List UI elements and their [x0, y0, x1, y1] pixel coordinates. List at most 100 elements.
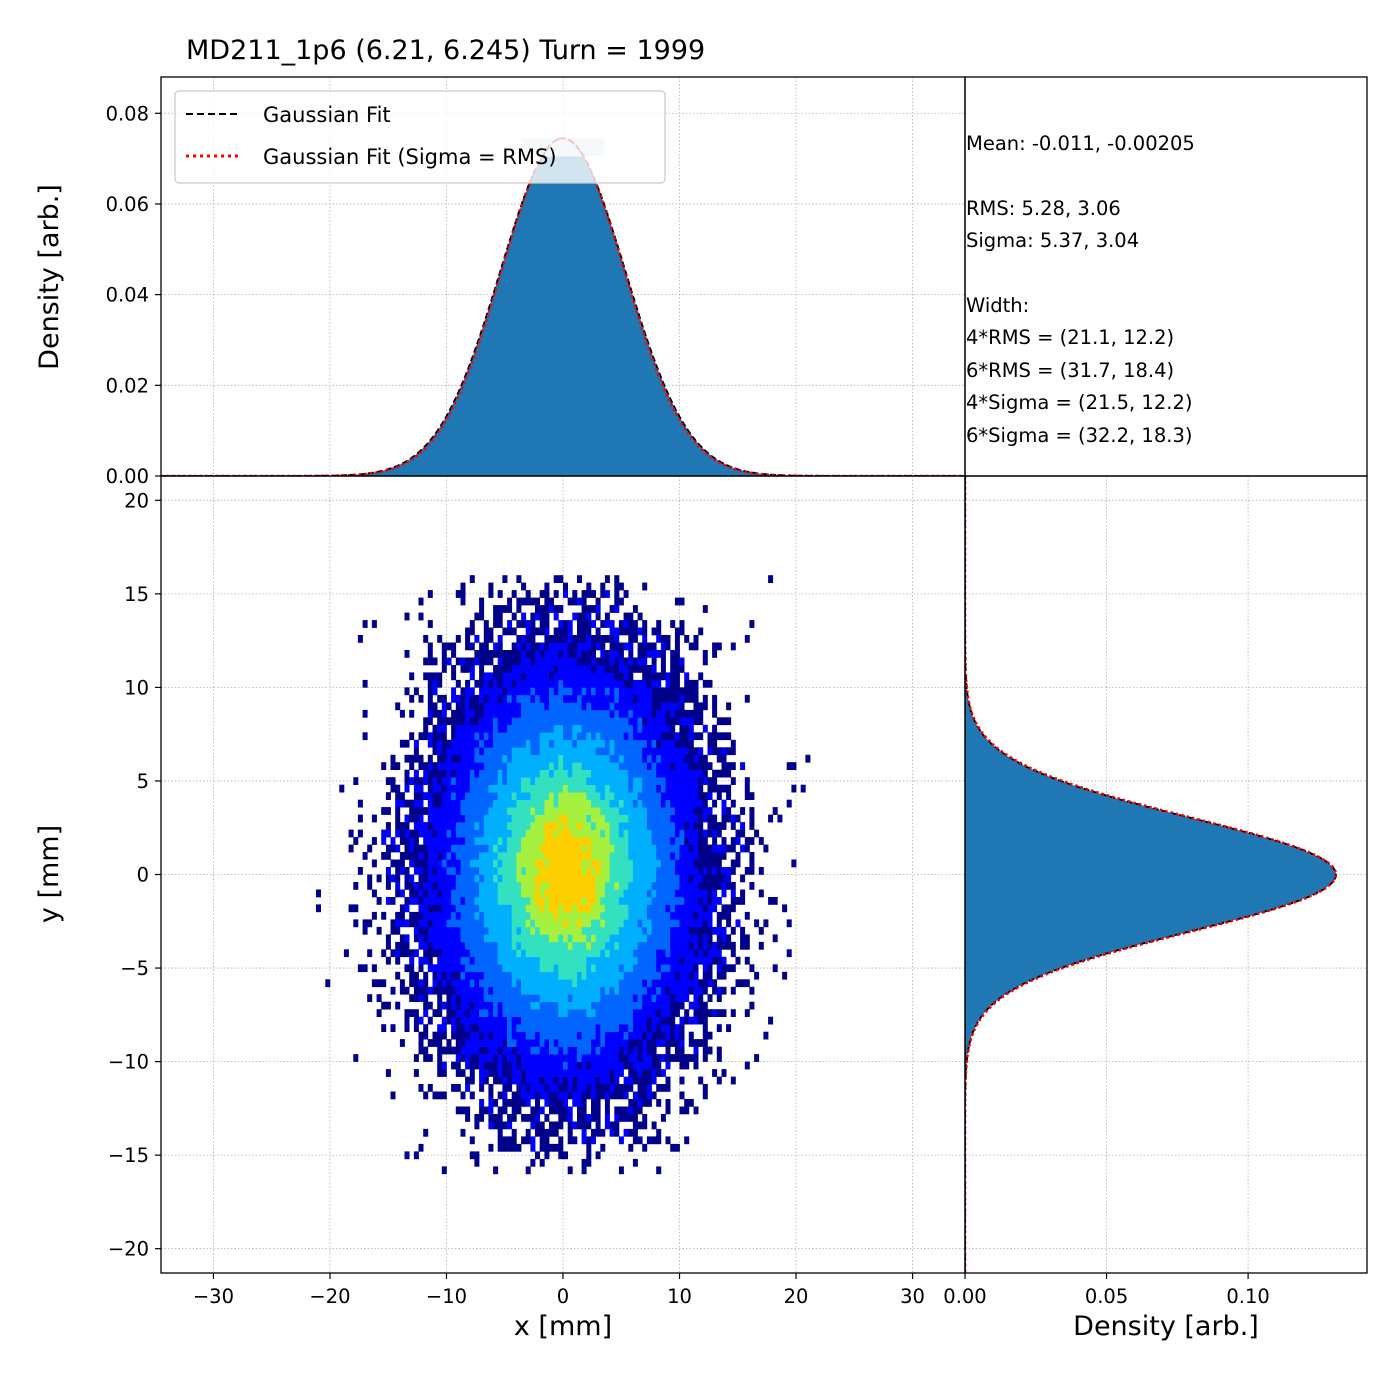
heatmap-cell — [530, 687, 536, 696]
heatmap-cell — [628, 665, 634, 673]
heatmap-cell — [651, 799, 657, 808]
heatmap-cell — [632, 867, 638, 875]
heatmap-cell — [451, 672, 457, 681]
heatmap-cell — [693, 852, 699, 860]
heatmap-cell — [581, 1039, 587, 1047]
heatmap-cell — [674, 642, 680, 651]
heatmap-cell — [507, 1069, 513, 1077]
heatmap-cell — [660, 934, 666, 943]
heatmap-cell — [427, 904, 433, 913]
heatmap-cell — [497, 665, 503, 673]
y-fit-curve — [965, 476, 1337, 1273]
heatmap-cell — [595, 1091, 601, 1100]
heatmap-cell — [465, 754, 471, 763]
heatmap-cell — [544, 717, 550, 726]
heatmap-cell — [707, 919, 713, 928]
heatmap-cell — [395, 956, 401, 965]
heatmap-cell — [618, 739, 624, 748]
heatmap-cell — [637, 650, 643, 658]
heatmap-cell — [577, 1001, 582, 1010]
heatmap-cell — [628, 1106, 634, 1115]
heatmap-cell — [614, 784, 620, 793]
heatmap-cell — [772, 934, 778, 943]
heatmap-cell — [567, 747, 573, 756]
heatmap-cell — [446, 949, 452, 958]
heatmap-cell — [586, 635, 592, 643]
heatmap-cell — [614, 694, 620, 703]
heatmap-cell — [721, 874, 727, 883]
heatmap-cell — [479, 754, 485, 763]
heatmap-cell — [660, 1031, 666, 1040]
heatmap-cell — [465, 949, 471, 958]
heatmap-cell — [409, 762, 415, 770]
heatmap-cell — [632, 792, 638, 800]
heatmap-cell — [660, 642, 666, 651]
heatmap-cell — [684, 799, 690, 808]
heatmap-cell — [516, 1054, 522, 1062]
heatmap-cell — [665, 769, 671, 778]
heatmap-cell — [474, 747, 480, 756]
heatmap-cell — [642, 919, 648, 928]
heatmap-cell — [693, 784, 699, 793]
heatmap-cell — [483, 1076, 489, 1085]
heatmap-cell — [404, 784, 410, 793]
heatmap-cell — [609, 702, 615, 711]
heatmap-cell — [642, 807, 648, 815]
heatmap-cell — [609, 717, 615, 726]
heatmap-cell — [362, 709, 368, 718]
heatmap-cell — [572, 1084, 578, 1092]
heatmap-cell — [609, 679, 615, 688]
heatmap-cell — [530, 747, 536, 756]
heatmap-cell — [418, 792, 424, 800]
heatmap-cell — [465, 769, 471, 778]
heatmap-cell — [586, 627, 592, 636]
heatmap-cell — [670, 889, 676, 898]
heatmap-cell — [497, 1128, 503, 1137]
heatmap-cell — [395, 799, 401, 808]
heatmap-cell — [674, 979, 680, 988]
heatmap-cell — [642, 1024, 648, 1032]
heatmap-cell — [507, 709, 513, 718]
heatmap-cell — [651, 911, 657, 920]
heatmap-cell — [437, 941, 443, 950]
heatmap-cell — [553, 694, 559, 703]
heatmap-cell — [413, 889, 419, 898]
heatmap-cell — [521, 784, 527, 793]
heatmap-cell — [609, 807, 615, 815]
heatmap-cell — [604, 762, 610, 770]
heatmap-cell — [740, 829, 746, 838]
heatmap-cell — [707, 964, 713, 973]
heatmap-cell — [530, 814, 536, 823]
heatmap-cell — [614, 882, 620, 890]
heatmap-cell — [693, 732, 699, 741]
heatmap-cell — [665, 934, 671, 943]
heatmap-cell — [614, 732, 620, 741]
heatmap-cell — [525, 679, 531, 688]
heatmap-cell — [600, 739, 606, 748]
heatmap-cell — [488, 1099, 494, 1107]
heatmap-cell — [581, 1166, 587, 1175]
heatmap-cell — [651, 1061, 657, 1070]
heatmap-cell — [544, 724, 550, 733]
heatmap-cell — [604, 590, 610, 598]
heatmap-cell — [618, 934, 624, 943]
heatmap-cell — [591, 956, 596, 965]
heatmap-cell — [591, 687, 596, 696]
heatmap-cell — [521, 1024, 527, 1032]
heatmap-cell — [730, 949, 736, 958]
heatmap-cell — [549, 754, 554, 763]
heatmap-cell — [637, 747, 643, 756]
heatmap-cell — [469, 620, 475, 628]
heatmap-cell — [446, 1016, 452, 1025]
heatmap-cell — [567, 919, 573, 928]
heatmap-cell — [693, 904, 699, 913]
heatmap-cell — [423, 941, 429, 950]
heatmap-cell — [549, 732, 554, 741]
heatmap-cell — [497, 612, 503, 621]
heatmap-cell — [497, 1061, 503, 1070]
heatmap-cell — [455, 792, 461, 800]
heatmap-cell — [544, 612, 550, 621]
heatmap-cell — [698, 754, 704, 763]
heatmap-cell — [730, 897, 736, 905]
heatmap-cell — [642, 829, 648, 838]
